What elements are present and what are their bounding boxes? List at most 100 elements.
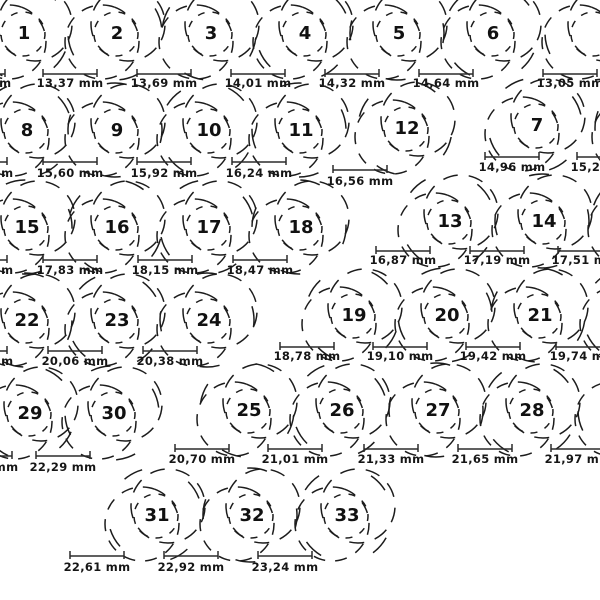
ring-circle — [67, 82, 163, 178]
ring-circle — [0, 0, 73, 62]
ring-circle — [64, 4, 140, 80]
diameter-label: 15,28 mm — [0, 166, 13, 180]
ring-circle — [248, 198, 324, 274]
ring-circle — [0, 4, 47, 80]
diameter-label: 13,05 mm — [537, 76, 600, 90]
diameter-measure-bar — [576, 152, 600, 160]
ring-circle — [64, 101, 140, 177]
ring-circle — [185, 108, 231, 154]
diameter-measure-bar — [457, 444, 513, 452]
ring-circle — [414, 388, 460, 434]
ring-circle — [185, 298, 231, 344]
diameter-measure-bar — [375, 246, 431, 254]
ring-circle — [577, 362, 600, 458]
ring-circle — [400, 173, 496, 269]
ring-unit: 17 18,15 mm — [132, 179, 258, 277]
diameter-measure-bar — [35, 451, 91, 459]
diameter-measure-bar — [174, 444, 230, 452]
ring-unit: 14 17,19 mm — [464, 173, 593, 269]
ring-unit: 3 13,69 mm — [131, 0, 260, 90]
ring-circle — [199, 362, 295, 458]
ring-unit: 6 14,64 mm — [413, 0, 542, 90]
diameter-label: 20,70 mm — [169, 452, 236, 466]
ring-circle — [64, 291, 140, 367]
diameter-label: 15,28 mm — [571, 160, 600, 174]
diameter-label: 22,92 mm — [158, 560, 225, 574]
ring-circle — [281, 11, 327, 57]
diameter-measure-bar — [0, 69, 6, 77]
ring-size-number: 10 — [196, 120, 221, 141]
ring-size-number: 29 — [17, 403, 42, 424]
diameter-label: 19,74 mm — [550, 349, 600, 363]
ring-size-number: 18 — [288, 217, 313, 238]
ring-circle — [67, 179, 163, 275]
ring-circle — [159, 179, 255, 275]
diameter-measure-bar — [469, 246, 525, 254]
ring-circle — [133, 493, 179, 539]
ring-circle — [90, 391, 136, 437]
ring-unit: 21 19,42 mm — [460, 267, 589, 363]
diameter-label: 16,87 mm — [370, 253, 437, 267]
ring-circle — [574, 381, 600, 457]
ring-circle — [440, 4, 516, 80]
ring-circle — [93, 108, 139, 154]
ring-size-number: 27 — [425, 400, 450, 421]
ring-unit: 1 13,05 mm — [0, 0, 73, 90]
diameter-measure-bar — [231, 157, 287, 165]
ring-circle — [0, 11, 46, 57]
diameter-measure-bar — [0, 157, 8, 165]
ring-circle — [199, 486, 275, 562]
ring-circle — [397, 267, 493, 363]
ring-size-number: 2 — [111, 23, 124, 44]
ring-circle — [185, 205, 231, 251]
diameter-label: 23,24 mm — [252, 560, 319, 574]
ring-circle — [354, 99, 430, 175]
diameter-label: 17,19 mm — [464, 253, 531, 267]
ring-unit: 33 23,24 mm — [252, 467, 396, 574]
ring-circle — [3, 108, 49, 154]
diameter-measure-bar — [137, 255, 193, 263]
diameter-label: 21,97 mm — [545, 452, 600, 466]
ring-size-number: 8 — [21, 120, 34, 141]
ring-circle — [372, 0, 448, 62]
diameter-label: 18,47 mm — [227, 263, 294, 277]
ring-circle — [494, 173, 590, 269]
diameter-label: 18,15 mm — [132, 263, 199, 277]
ring-size-number: 26 — [329, 400, 354, 421]
ring-circle — [278, 0, 354, 62]
diameter-measure-bar — [418, 69, 474, 77]
ring-circle — [346, 4, 422, 80]
ring-size-number: 33 — [334, 505, 359, 526]
diameter-label: 22,29 mm — [30, 460, 97, 474]
ring-unit: 9 15,60 mm — [37, 82, 166, 180]
ring-circle — [520, 199, 566, 245]
diameter-label: 22,61 mm — [64, 560, 131, 574]
ring-swirl-icon — [579, 267, 600, 363]
ring-circle — [228, 493, 274, 539]
diameter-measure-bar — [142, 346, 198, 354]
diameter-measure-bar — [42, 157, 98, 165]
diameter-measure-bar — [0, 255, 8, 263]
ring-size-number: 17 — [196, 217, 221, 238]
ring-size-number: 12 — [394, 118, 419, 139]
diameter-label: 19,74 mm — [0, 354, 13, 368]
ring-swirl-icon — [0, 365, 79, 461]
ring-unit: 21,97 mm — [545, 362, 600, 466]
ring-unit: 31 22,61 mm — [64, 467, 206, 574]
ring-circle — [187, 11, 233, 57]
diameter-label: 21,97 mm — [0, 460, 18, 474]
ring-circle — [294, 486, 370, 562]
ring-size-number: 9 — [111, 120, 124, 141]
ring-swirl-icon — [64, 0, 166, 81]
diameter-measure-bar — [550, 444, 600, 452]
ring-size-number: 6 — [487, 23, 500, 44]
diameter-label: 14,32 mm — [319, 76, 386, 90]
diameter-measure-bar — [363, 444, 419, 452]
ring-size-number: 25 — [236, 400, 261, 421]
ring-unit: 30 22,29 mm — [30, 365, 163, 474]
ring-size-number: 28 — [519, 400, 544, 421]
ring-unit: 15,28 mm — [571, 80, 600, 176]
ring-swirl-icon — [64, 179, 166, 275]
ring-circle — [426, 199, 472, 245]
ring-circle — [93, 298, 139, 344]
